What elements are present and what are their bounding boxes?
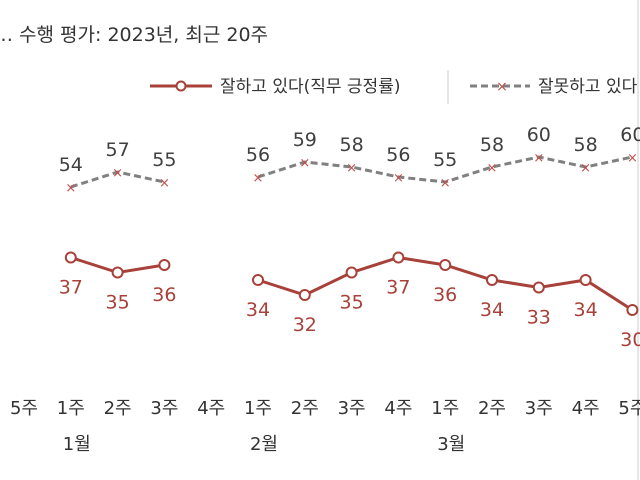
x-tick-label: 3주 bbox=[338, 398, 366, 419]
approve-point bbox=[392, 251, 405, 264]
approve-point bbox=[345, 266, 358, 279]
approve-value-label: 34 bbox=[480, 299, 504, 321]
approve-point bbox=[486, 274, 498, 286]
x-tick-label: 2주 bbox=[104, 398, 132, 419]
approve-point bbox=[626, 304, 639, 316]
disapprove-point: × bbox=[440, 176, 451, 191]
disapprove-point: × bbox=[112, 166, 123, 181]
disapprove-value-label: 55 bbox=[433, 149, 457, 171]
approve-value-label: 35 bbox=[340, 292, 364, 314]
chart-title: … 수행 평가: 2023년, 최근 20주 bbox=[0, 24, 268, 46]
x-tick-label: 2주 bbox=[291, 398, 319, 419]
disapprove-value-label: 60 bbox=[620, 124, 640, 146]
disapprove-line bbox=[70, 170, 165, 189]
disapprove-value-label: 58 bbox=[340, 134, 364, 156]
x-tick-label: 1주 bbox=[244, 398, 272, 419]
disapprove-value-label: 56 bbox=[386, 144, 410, 166]
approve-value-label: 35 bbox=[106, 292, 130, 314]
disapprove-value-label: 56 bbox=[246, 144, 270, 166]
x-tick-label: 5주 bbox=[618, 398, 640, 419]
approve-point bbox=[298, 289, 311, 301]
disapprove-value-label: 58 bbox=[574, 134, 598, 156]
x-tick-label: 5주 bbox=[10, 398, 38, 419]
approve-point bbox=[532, 281, 545, 294]
approve-point bbox=[439, 259, 452, 271]
legend-approve-label: 잘하고 있다(직무 긍정률) bbox=[220, 77, 400, 97]
disapprove-point: × bbox=[580, 161, 591, 176]
disapprove-point: × bbox=[393, 171, 404, 186]
x-tick-label: 4주 bbox=[572, 398, 600, 419]
disapprove-point: × bbox=[346, 161, 357, 176]
approve-value-label: 32 bbox=[293, 314, 317, 336]
x-tick-label: 4주 bbox=[384, 398, 412, 419]
series-layer: 37 35 36 34 32 35 37 36 34 33 34 30 × 54 × 57 × 55 × 56 × 59 ×… bbox=[59, 124, 640, 351]
approve-point bbox=[158, 259, 171, 271]
approve-value-label: 37 bbox=[386, 277, 410, 299]
disapprove-point: × bbox=[299, 156, 310, 171]
legend-disapprove-marker: × bbox=[496, 79, 508, 95]
month-label: 3월 bbox=[437, 434, 465, 455]
disapprove-value-label: 59 bbox=[293, 129, 317, 151]
disapprove-value-label: 58 bbox=[480, 134, 504, 156]
disapprove-point: × bbox=[253, 171, 264, 186]
disapprove-line bbox=[257, 155, 633, 184]
disapprove-value-label: 54 bbox=[59, 154, 83, 176]
disapprove-value-label: 55 bbox=[152, 149, 176, 171]
approve-value-label: 33 bbox=[527, 307, 551, 329]
x-tick-label: 2주 bbox=[478, 398, 506, 419]
disapprove-value-label: 57 bbox=[106, 139, 130, 161]
approve-point bbox=[64, 251, 77, 264]
x-tick-label: 1주 bbox=[57, 398, 85, 419]
legend-approve-marker bbox=[175, 80, 187, 92]
approve-value-label: 34 bbox=[246, 299, 270, 321]
disapprove-value-label: 60 bbox=[527, 124, 551, 146]
x-tick-label: 3주 bbox=[150, 398, 178, 419]
x-tick-label: 1주 bbox=[431, 398, 459, 419]
disapprove-point: × bbox=[533, 151, 544, 166]
disapprove-point: × bbox=[65, 181, 76, 196]
x-axis: 5주 1주 2주 3주 4주 1주 2주 3주 4주 1주 2주 3주 4주 5주 1월 2월 3월 bbox=[10, 398, 640, 455]
month-label: 2월 bbox=[250, 434, 278, 455]
approve-point bbox=[252, 274, 264, 286]
legend: 잘하고 있다(직무 긍정률) × 잘못하고 있다 bbox=[150, 77, 638, 97]
approve-value-label: 34 bbox=[574, 299, 598, 321]
month-label: 1월 bbox=[63, 434, 91, 455]
disapprove-point: × bbox=[627, 151, 638, 166]
approve-value-label: 37 bbox=[59, 277, 83, 299]
approve-value-label: 36 bbox=[152, 284, 176, 306]
approve-point bbox=[579, 274, 592, 286]
disapprove-point: × bbox=[159, 176, 170, 191]
x-tick-label: 4주 bbox=[197, 398, 225, 419]
approve-point bbox=[111, 266, 124, 279]
disapprove-point: × bbox=[487, 161, 498, 176]
approve-value-label: 36 bbox=[433, 284, 457, 306]
legend-disapprove-label: 잘못하고 있다 bbox=[538, 77, 638, 97]
approve-value-label: 30 bbox=[620, 329, 640, 351]
x-tick-label: 3주 bbox=[525, 398, 553, 419]
